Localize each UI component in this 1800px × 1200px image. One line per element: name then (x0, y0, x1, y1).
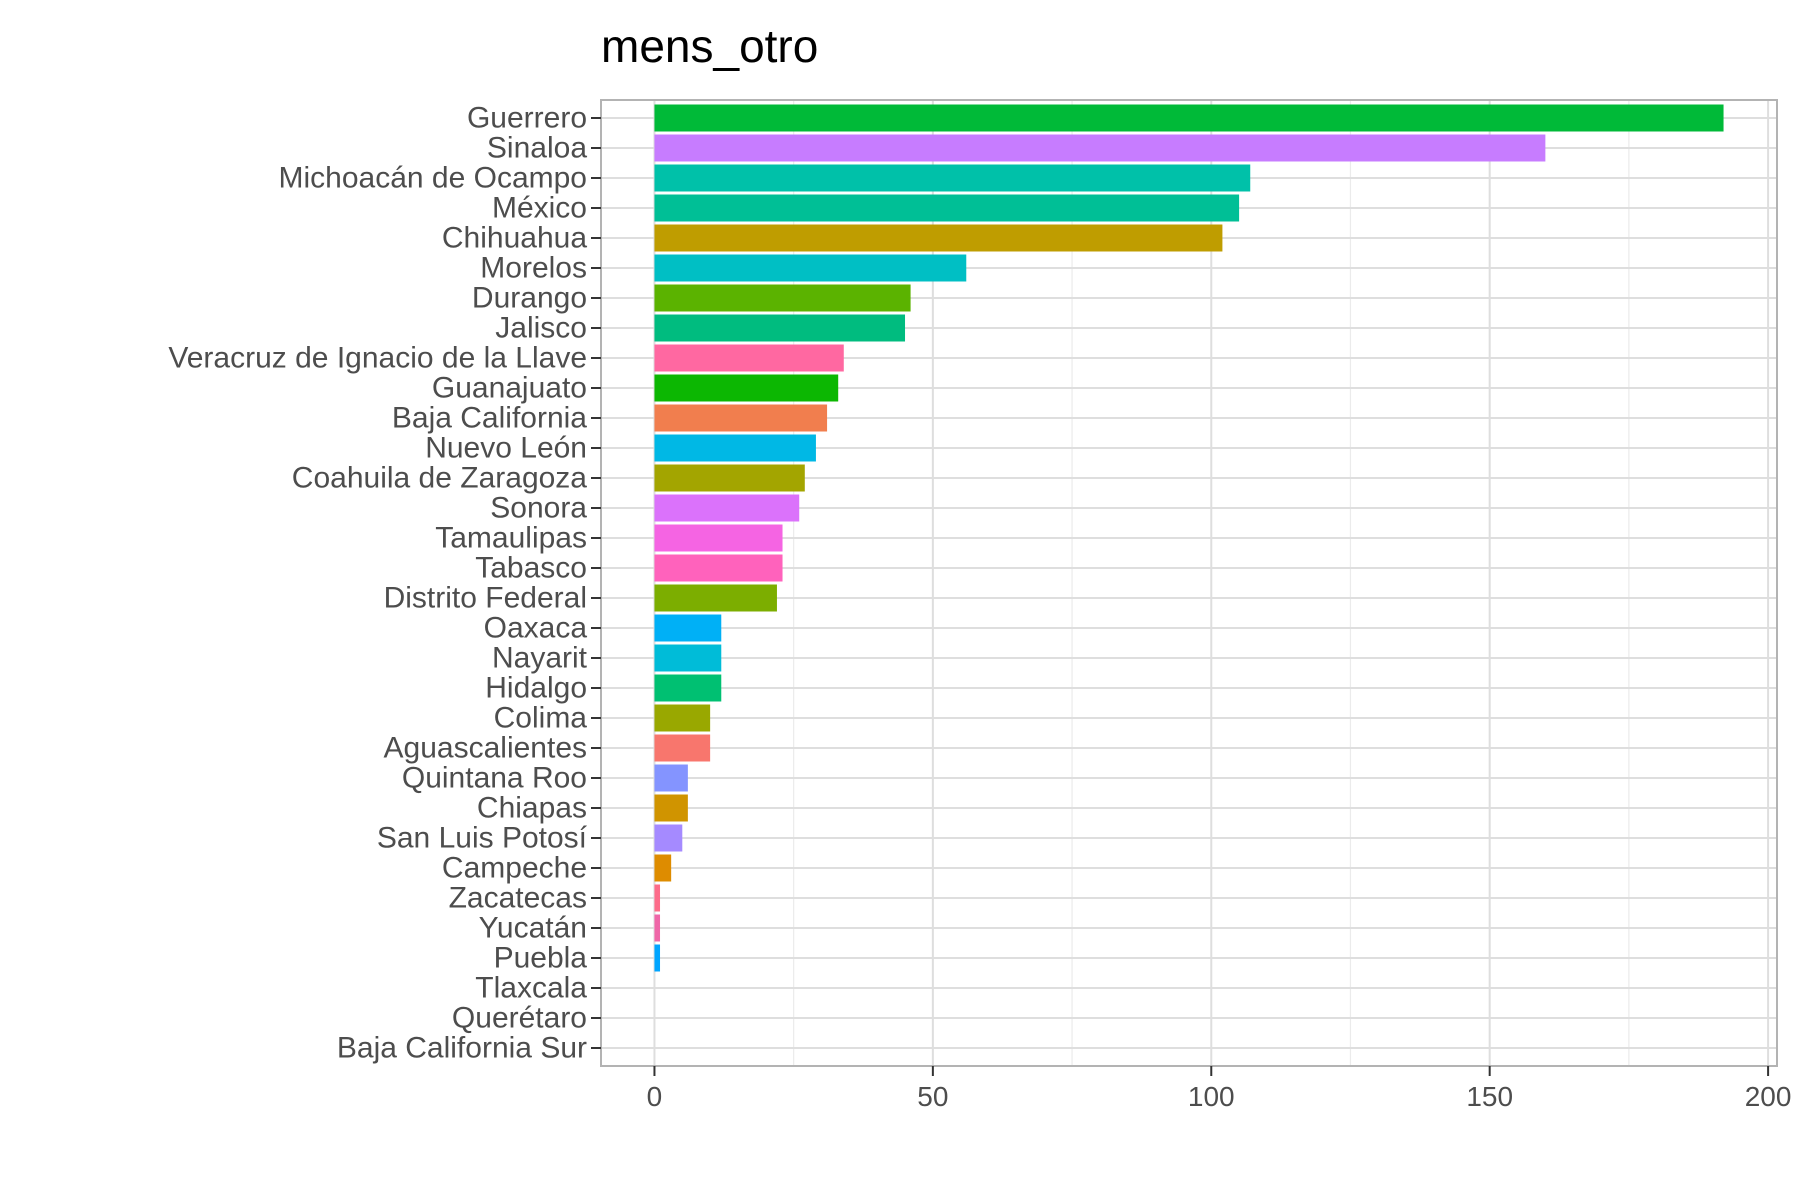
bar (654, 554, 783, 582)
x-tick-label: 0 (647, 1081, 663, 1112)
bar (654, 944, 661, 972)
category-label: Durango (472, 282, 587, 315)
bar (654, 134, 1546, 162)
bar (654, 404, 828, 432)
bar (654, 224, 1223, 252)
category-label: Nuevo León (425, 432, 587, 465)
category-label: Quintana Roo (402, 762, 587, 795)
bar (654, 824, 683, 852)
bar (654, 764, 688, 792)
category-label: Colima (494, 702, 588, 735)
category-label: Sonora (490, 492, 587, 525)
category-label: Baja California (392, 402, 587, 435)
category-label: Aguascalientes (384, 732, 587, 765)
category-label: Yucatán (479, 912, 587, 945)
category-label: Puebla (494, 942, 588, 975)
category-label: Hidalgo (485, 672, 587, 705)
bar (654, 914, 661, 942)
category-label: Coahuila de Zaragoza (292, 462, 588, 495)
bar (654, 374, 839, 402)
category-label: Zacatecas (449, 882, 587, 915)
bar (654, 734, 711, 762)
category-label: Baja California Sur (337, 1032, 587, 1065)
bar (654, 194, 1240, 222)
category-label: Distrito Federal (384, 582, 587, 615)
bar (654, 314, 906, 342)
bar (654, 584, 777, 612)
x-tick-label: 50 (917, 1081, 948, 1112)
bar (654, 854, 672, 882)
bar (654, 464, 805, 492)
bars (654, 104, 1724, 972)
category-label: México (492, 192, 587, 225)
category-label: Michoacán de Ocampo (279, 162, 588, 195)
bar (654, 794, 688, 822)
bar (654, 344, 844, 372)
bar (654, 524, 783, 552)
category-label: Guerrero (467, 102, 587, 135)
category-label: Oaxaca (484, 612, 588, 645)
chart-title: mens_otro (601, 20, 818, 72)
category-label: Campeche (442, 852, 587, 885)
category-label: Veracruz de Ignacio de la Llave (168, 342, 587, 375)
category-label: Tabasco (475, 552, 587, 585)
bar (654, 644, 722, 672)
bar (654, 494, 800, 522)
bar (654, 284, 911, 312)
x-tick-label: 100 (1188, 1081, 1235, 1112)
x-axis: 0 50 100 150 200 (647, 1066, 1792, 1112)
category-label: Tlaxcala (475, 972, 587, 1005)
category-label: Chihuahua (442, 222, 587, 255)
category-label: Tamaulipas (435, 522, 587, 555)
bar (654, 674, 722, 702)
category-label: Nayarit (492, 642, 588, 675)
category-label: Sinaloa (487, 132, 587, 165)
panel-border (600, 99, 1778, 1067)
bar (654, 704, 711, 732)
category-label: Querétaro (452, 1002, 587, 1035)
category-label: San Luis Potosí (377, 822, 588, 855)
bar (654, 104, 1724, 132)
x-tick-label: 150 (1466, 1081, 1513, 1112)
category-label: Morelos (480, 252, 587, 285)
bar (654, 164, 1251, 192)
category-label: Chiapas (477, 792, 587, 825)
bar (654, 884, 661, 912)
bar (654, 434, 816, 462)
bar (654, 254, 967, 282)
bar (654, 614, 722, 642)
category-label: Guanajuato (432, 372, 587, 405)
x-tick-label: 200 (1745, 1081, 1792, 1112)
category-label: Jalisco (495, 312, 587, 345)
